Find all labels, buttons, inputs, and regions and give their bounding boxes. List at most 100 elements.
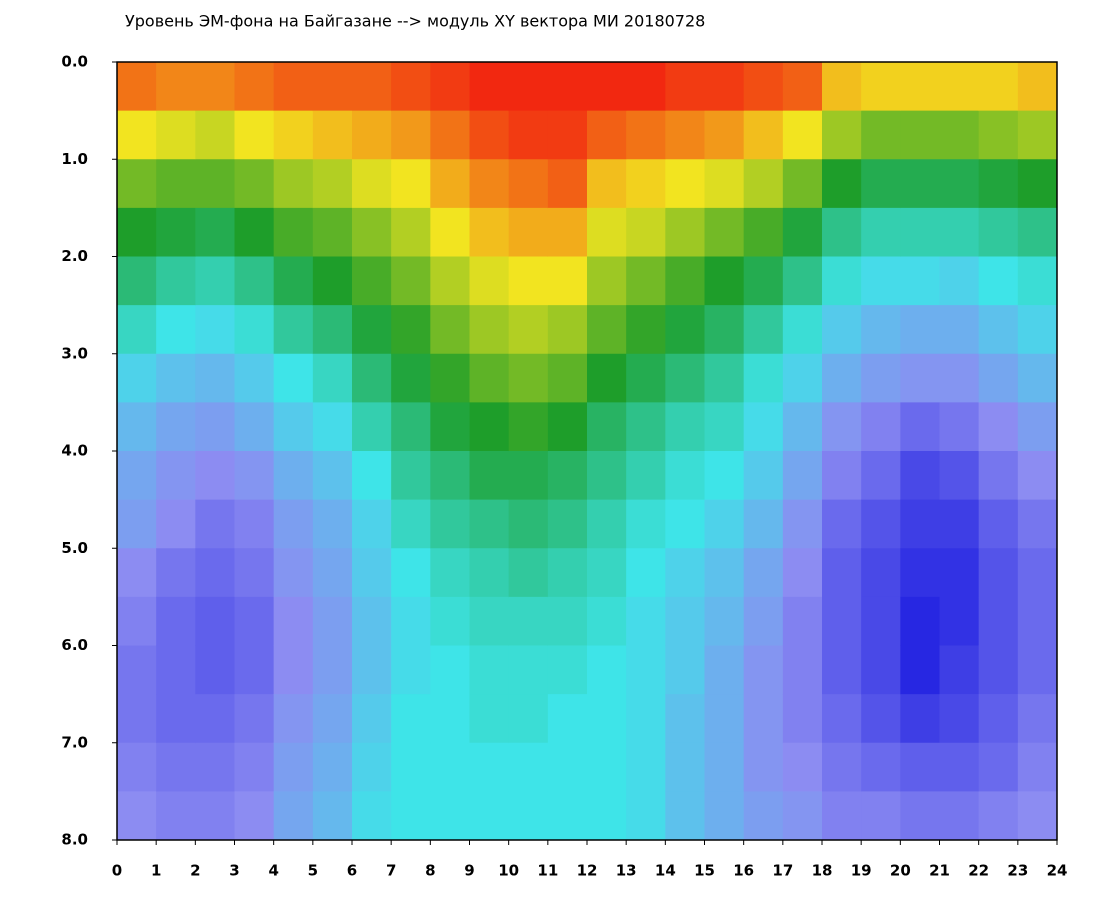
heat-cell [469,499,510,549]
heat-cell [273,110,314,160]
heat-cell [587,694,627,744]
heat-cell [665,596,705,646]
heat-cell [117,451,157,501]
heat-cell [195,499,235,549]
heat-cell [626,256,666,306]
heat-cell [273,62,314,112]
x-tick-label: 12 [577,862,598,880]
heat-cell [743,791,784,841]
heat-cell [587,256,627,306]
heat-cell [743,62,784,112]
heat-cell [1017,694,1058,744]
heat-cell [469,207,510,257]
heat-cell [469,694,510,744]
heat-cell [156,159,196,209]
heat-cell [978,62,1019,112]
heat-cell [861,207,901,257]
heat-cell [117,207,157,257]
heat-cell [391,159,431,209]
heat-cell [195,596,235,646]
heat-cell [861,645,901,695]
heat-cell [704,548,745,598]
y-tick-label: 4.0 [61,442,88,460]
heat-cell [508,645,549,695]
heat-cell [1017,548,1058,598]
heat-cell [547,353,588,403]
heat-cell [117,694,157,744]
heat-cell [861,256,901,306]
heat-cell [861,742,901,792]
heat-cell [234,159,275,209]
heat-cell [665,742,705,792]
heat-cell [587,791,627,841]
heat-cell [626,791,666,841]
heat-cell [469,596,510,646]
heat-cell [117,402,157,452]
heat-cell [117,742,157,792]
heat-cell [782,596,823,646]
heat-cell [626,548,666,598]
heat-cell [430,451,470,501]
heat-cell [195,62,235,112]
heat-cell [822,791,862,841]
heat-cell [430,742,470,792]
heat-cell [900,62,940,112]
heat-cell [626,742,666,792]
heat-cell [352,596,392,646]
heat-cell [312,791,353,841]
x-tick-label: 16 [733,862,754,880]
heat-cell [1017,110,1058,160]
heat-cell [900,645,940,695]
heat-cell [430,110,470,160]
heat-cell [939,256,980,306]
x-tick-label: 10 [498,862,519,880]
heat-cell [391,645,431,695]
heat-cell [822,742,862,792]
heat-cell [900,402,940,452]
heat-cell [861,694,901,744]
heat-cell [1017,207,1058,257]
heat-cell [195,110,235,160]
heat-cell [782,742,823,792]
heat-cell [1017,402,1058,452]
heat-cell [156,305,196,355]
heat-cell [547,62,588,112]
heat-cell [1017,305,1058,355]
heat-cell [939,791,980,841]
heat-cell [195,256,235,306]
heat-cell [587,110,627,160]
heat-cell [469,548,510,598]
heat-cell [939,645,980,695]
heat-cell [234,207,275,257]
heat-cell [782,305,823,355]
heat-cell [822,353,862,403]
heat-cell [626,596,666,646]
y-tick-label: 5.0 [61,539,88,557]
heat-cell [900,353,940,403]
heat-cell [626,353,666,403]
heat-cell [430,353,470,403]
heat-cell [156,694,196,744]
heat-cell [352,499,392,549]
heat-cell [508,596,549,646]
heat-cell [547,791,588,841]
heat-cell [587,207,627,257]
heat-cell [234,402,275,452]
heat-cell [822,402,862,452]
heat-cell [743,451,784,501]
heat-cell [195,305,235,355]
heat-cell [978,159,1019,209]
heat-cell [117,353,157,403]
heat-cell [195,791,235,841]
heat-cell [195,742,235,792]
heat-cell [312,62,353,112]
heat-cell [626,110,666,160]
heat-cell [782,694,823,744]
heat-cell [234,256,275,306]
heat-cell [352,353,392,403]
heat-cell [312,451,353,501]
heat-cell [665,305,705,355]
heat-cell [547,110,588,160]
x-tick-label: 8 [425,862,435,880]
